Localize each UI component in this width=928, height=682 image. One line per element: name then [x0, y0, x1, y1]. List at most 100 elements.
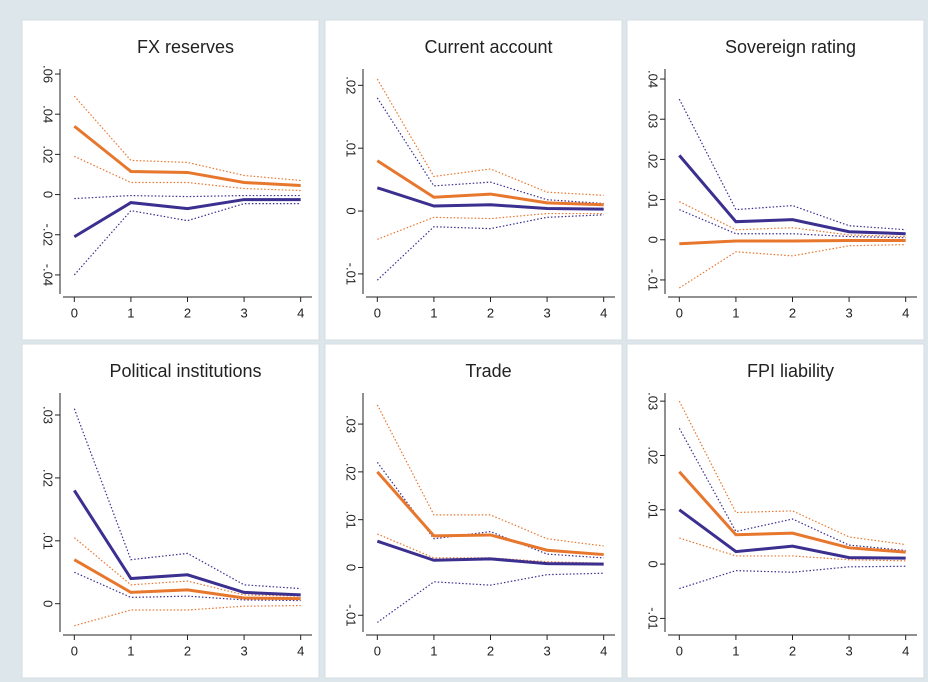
x-tick-label: 3 — [845, 643, 852, 658]
y-tick-label: 0 — [41, 600, 56, 607]
y-tick-label: -.04 — [41, 264, 56, 286]
y-tick-label: .03 — [646, 392, 661, 410]
panel-title: FPI liability — [747, 361, 834, 381]
series-line — [74, 194, 301, 200]
x-tick-label: 2 — [184, 643, 191, 658]
y-tick-label: 0 — [344, 564, 359, 571]
series-line — [678, 243, 906, 289]
y-tick-label: .02 — [344, 463, 359, 481]
series-line — [73, 198, 301, 239]
x-tick-label: 2 — [789, 305, 796, 320]
x-tick-label: 4 — [902, 305, 909, 320]
series-line — [376, 186, 604, 211]
x-tick-label: 2 — [789, 643, 796, 658]
series-line — [73, 95, 301, 182]
series-line — [73, 558, 301, 601]
series-line — [678, 428, 906, 552]
series-line — [679, 565, 906, 590]
series-line — [678, 470, 906, 554]
y-tick-label: 0 — [41, 191, 56, 198]
panel: Trade -.01 0 .01 .02 .03 0 1 2 3 4 — [324, 343, 623, 679]
series-line — [678, 508, 906, 560]
y-tick-label: .01 — [344, 511, 359, 529]
x-tick-label: 2 — [487, 643, 494, 658]
y-tick-label: .03 — [646, 110, 661, 128]
x-tick-label: 1 — [430, 643, 437, 658]
y-tick-label: .02 — [646, 150, 661, 168]
x-tick-label: 2 — [184, 305, 191, 320]
x-tick-label: 4 — [600, 643, 607, 658]
series-line — [74, 604, 301, 627]
y-tick-label: .02 — [41, 469, 56, 487]
y-tick-label: .01 — [646, 501, 661, 519]
x-tick-label: 3 — [240, 305, 247, 320]
y-tick-label: .04 — [41, 105, 56, 123]
series-line — [678, 400, 906, 546]
panel-background — [21, 343, 320, 679]
x-tick-label: 0 — [676, 643, 683, 658]
series-line — [679, 201, 906, 238]
y-tick-label: .02 — [344, 76, 359, 94]
series-line — [377, 533, 604, 564]
y-tick-label: -.01 — [344, 604, 359, 626]
series-line — [376, 97, 604, 205]
series-line — [678, 154, 906, 236]
y-tick-label: .03 — [41, 406, 56, 424]
series-line — [679, 239, 906, 246]
y-tick-label: .06 — [41, 65, 56, 83]
y-tick-label: .04 — [646, 70, 661, 88]
panel-title: Political institutions — [109, 361, 261, 381]
y-tick-label: .01 — [41, 532, 56, 550]
y-tick-label: -.01 — [646, 269, 661, 291]
y-tick-label: -.01 — [646, 607, 661, 629]
panel-title: Current account — [424, 37, 552, 57]
series-line — [376, 159, 604, 207]
series-line — [73, 537, 301, 597]
x-tick-label: 4 — [297, 305, 304, 320]
x-tick-label: 4 — [600, 305, 607, 320]
panel-title: FX reserves — [137, 37, 234, 57]
series-line — [377, 212, 604, 240]
series-line — [376, 539, 604, 566]
y-tick-label: .02 — [646, 446, 661, 464]
y-tick-label: 0 — [646, 236, 661, 243]
panel: Sovereign rating -.01 0 .01 .02 .03 .04 0 1 2 3 4 — [626, 19, 925, 341]
x-tick-label: 3 — [543, 305, 550, 320]
x-tick-label: 0 — [374, 305, 381, 320]
series-line — [376, 470, 604, 557]
y-tick-label: .01 — [646, 191, 661, 209]
series-line — [678, 98, 906, 231]
series-line — [376, 78, 604, 196]
x-tick-label: 3 — [240, 643, 247, 658]
series-line — [73, 203, 301, 276]
x-tick-label: 1 — [127, 305, 134, 320]
y-tick-label: 0 — [344, 207, 359, 214]
panel-background — [21, 19, 320, 341]
panel-background — [324, 19, 623, 341]
panel: Current account -.01 0 .01 .02 0 1 2 3 4 — [324, 19, 623, 341]
x-tick-label: 1 — [732, 305, 739, 320]
x-tick-label: 0 — [676, 305, 683, 320]
x-tick-label: 0 — [71, 305, 78, 320]
x-tick-label: 3 — [845, 305, 852, 320]
series-line — [376, 214, 604, 281]
panel-background — [626, 19, 925, 341]
x-tick-label: 3 — [543, 643, 550, 658]
series-line — [679, 537, 906, 562]
series-line — [376, 572, 604, 623]
x-tick-label: 1 — [127, 643, 134, 658]
series-line — [73, 125, 301, 188]
panel-title: Trade — [465, 361, 511, 381]
x-tick-label: 1 — [430, 305, 437, 320]
panel-title: Sovereign rating — [725, 37, 856, 57]
y-tick-label: -.01 — [344, 263, 359, 285]
panel: FPI liability -.01 0 .01 .02 .03 0 1 2 3 4 — [626, 343, 925, 679]
y-tick-label: .03 — [344, 415, 359, 433]
x-tick-label: 4 — [297, 643, 304, 658]
y-tick-label: 0 — [646, 560, 661, 567]
x-tick-label: 2 — [487, 305, 494, 320]
panel: Political institutions 0 .01 .02 .03 0 1 2 3 4 — [21, 343, 320, 679]
panel-background — [324, 343, 623, 679]
panel: FX reserves -.04 -.02 0 .02 .04 .06 0 1 2 3 4 — [21, 19, 320, 341]
